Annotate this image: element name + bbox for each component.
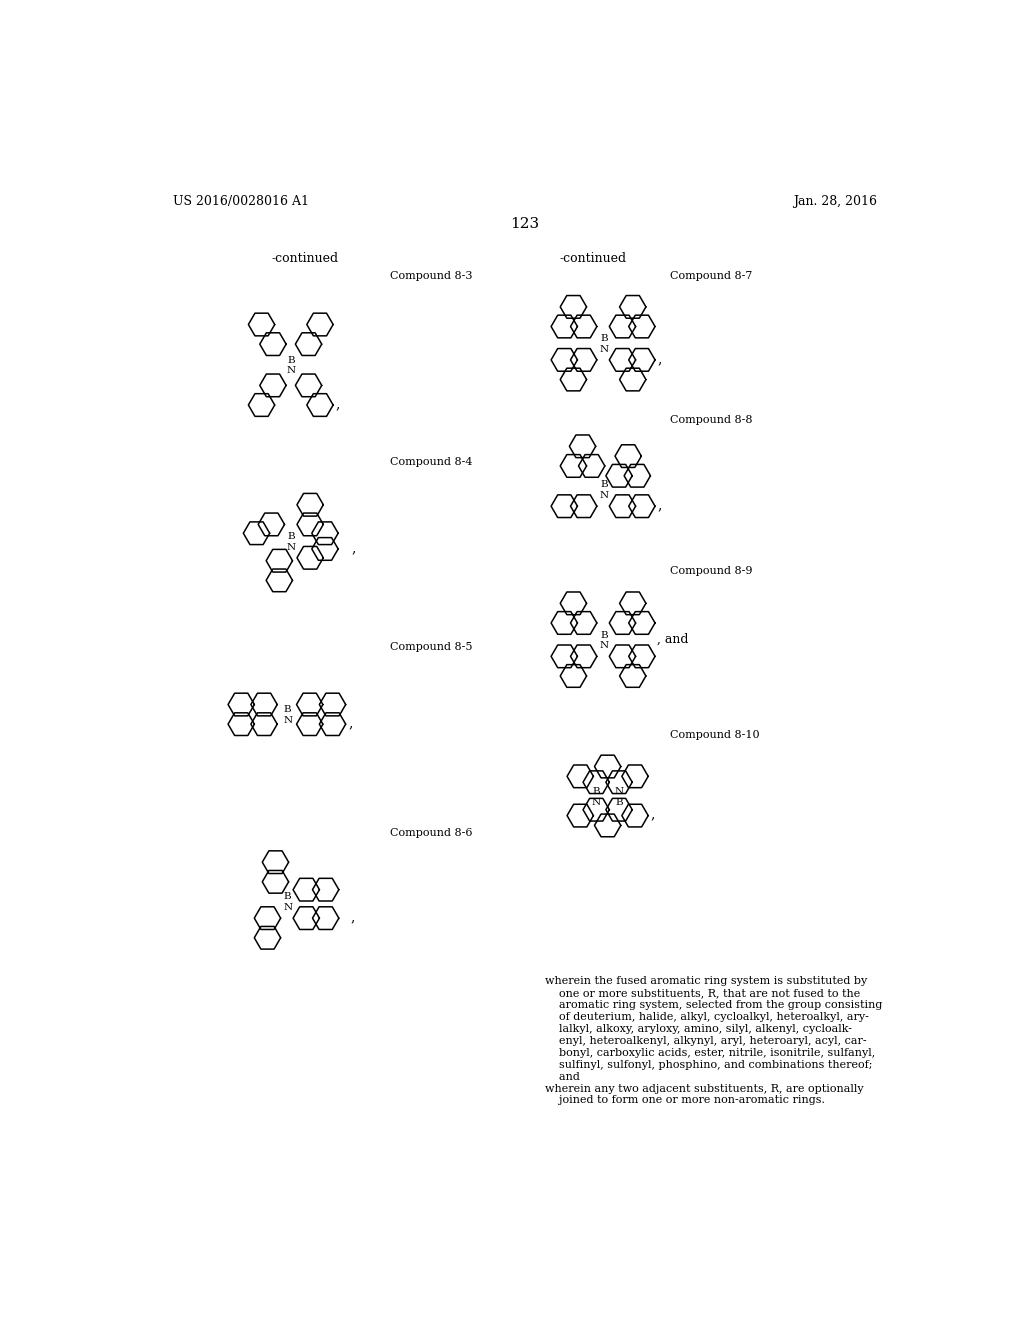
Text: ,: ,: [348, 717, 352, 730]
Text: B: B: [615, 797, 623, 807]
Text: B: B: [600, 480, 607, 490]
Text: Jan. 28, 2016: Jan. 28, 2016: [793, 195, 877, 209]
Text: Compound 8-9: Compound 8-9: [671, 566, 753, 577]
Text: N: N: [599, 642, 608, 651]
Text: N: N: [287, 543, 296, 552]
Text: B: B: [600, 334, 607, 343]
Text: B: B: [284, 705, 292, 714]
Text: N: N: [599, 491, 608, 500]
Text: ,: ,: [350, 911, 354, 924]
Text: enyl, heteroalkenyl, alkynyl, aryl, heteroaryl, acyl, car-: enyl, heteroalkenyl, alkynyl, aryl, hete…: [545, 1036, 866, 1045]
Text: B: B: [593, 787, 600, 796]
Text: ,: ,: [351, 541, 355, 554]
Text: Compound 8-4: Compound 8-4: [390, 457, 472, 467]
Text: sulfinyl, sulfonyl, phosphino, and combinations thereof;: sulfinyl, sulfonyl, phosphino, and combi…: [545, 1060, 872, 1069]
Text: aromatic ring system, selected from the group consisting: aromatic ring system, selected from the …: [545, 1001, 883, 1010]
Text: -continued: -continued: [559, 252, 627, 265]
Text: ,: ,: [657, 498, 662, 512]
Text: ,: ,: [336, 397, 340, 411]
Text: N: N: [599, 345, 608, 354]
Text: ,: ,: [657, 352, 662, 366]
Text: wherein any two adjacent substituents, R, are optionally: wherein any two adjacent substituents, R…: [545, 1084, 863, 1093]
Text: Compound 8-10: Compound 8-10: [671, 730, 760, 739]
Text: N: N: [614, 787, 624, 796]
Text: and: and: [545, 1072, 580, 1081]
Text: N: N: [283, 715, 292, 725]
Text: -continued: -continued: [271, 252, 338, 265]
Text: joined to form one or more non-aromatic rings.: joined to form one or more non-aromatic …: [545, 1096, 825, 1105]
Text: N: N: [283, 903, 292, 912]
Text: B: B: [284, 892, 292, 902]
Text: one or more substituents, R, that are not fused to the: one or more substituents, R, that are no…: [545, 989, 860, 998]
Text: wherein the fused aromatic ring system is substituted by: wherein the fused aromatic ring system i…: [545, 977, 867, 986]
Text: B: B: [288, 355, 295, 364]
Text: ,: ,: [650, 808, 655, 821]
Text: of deuterium, halide, alkyl, cycloalkyl, heteroalkyl, ary-: of deuterium, halide, alkyl, cycloalkyl,…: [545, 1012, 868, 1022]
Text: Compound 8-8: Compound 8-8: [671, 414, 753, 425]
Text: bonyl, carboxylic acids, ester, nitrile, isonitrile, sulfanyl,: bonyl, carboxylic acids, ester, nitrile,…: [545, 1048, 876, 1057]
Text: Compound 8-7: Compound 8-7: [671, 271, 753, 281]
Text: Compound 8-6: Compound 8-6: [390, 829, 472, 838]
Text: Compound 8-5: Compound 8-5: [390, 642, 472, 652]
Text: US 2016/0028016 A1: US 2016/0028016 A1: [173, 195, 309, 209]
Text: B: B: [288, 532, 295, 541]
Text: N: N: [287, 367, 296, 375]
Text: lalkyl, alkoxy, aryloxy, amino, silyl, alkenyl, cycloalk-: lalkyl, alkoxy, aryloxy, amino, silyl, a…: [545, 1024, 852, 1034]
Text: N: N: [592, 797, 601, 807]
Text: 123: 123: [510, 216, 540, 231]
Text: B: B: [600, 631, 607, 639]
Text: Compound 8-3: Compound 8-3: [390, 271, 472, 281]
Text: , and: , and: [657, 634, 689, 647]
